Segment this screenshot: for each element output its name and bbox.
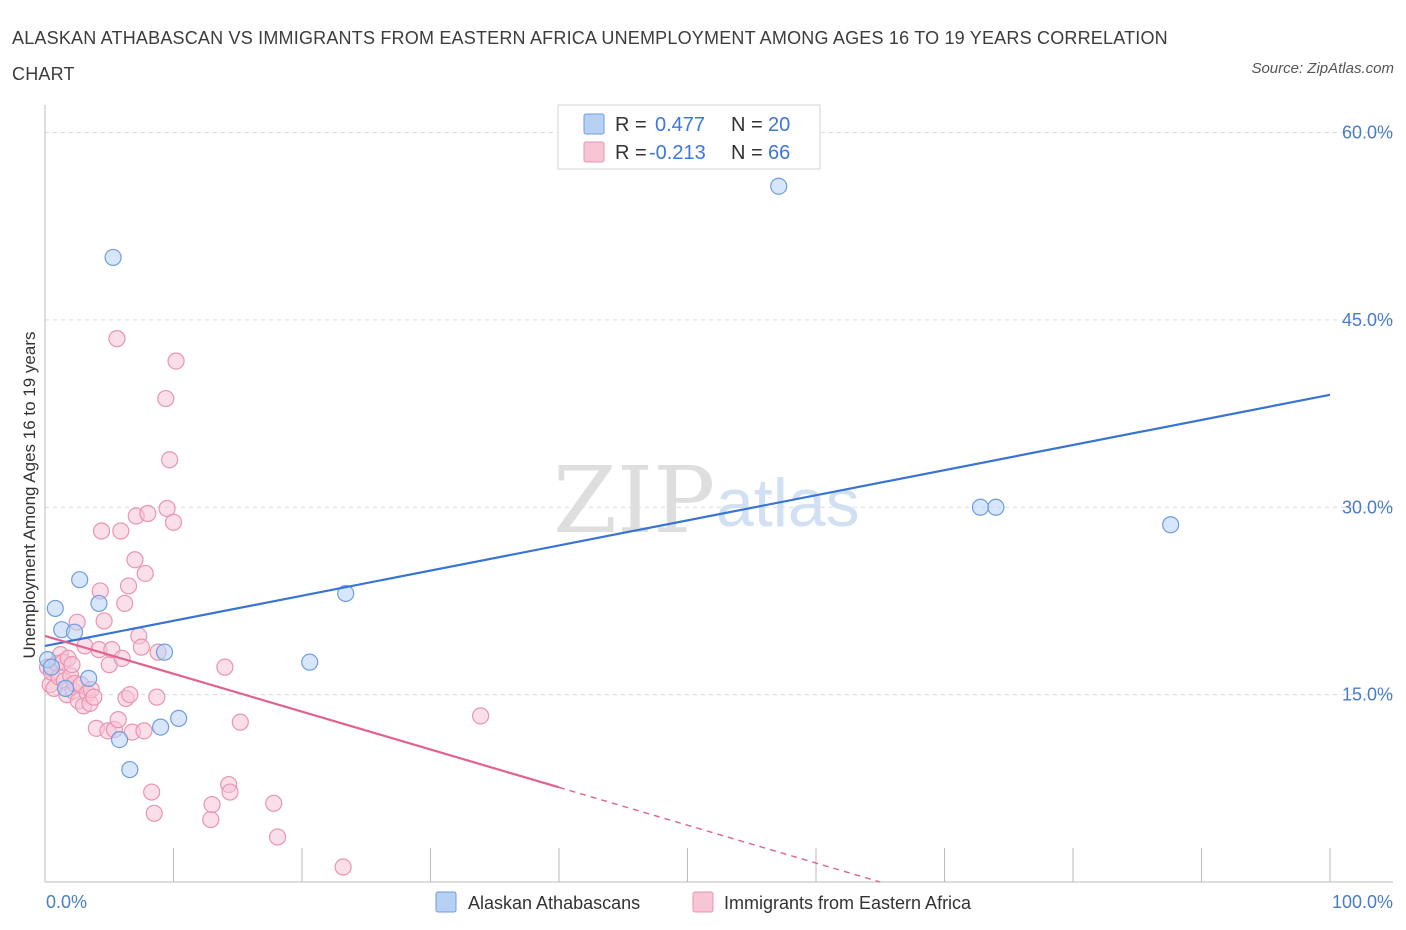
point-immigrants-eastern-africa bbox=[164, 513, 183, 531]
y-axis-title: Unemployment Among Ages 16 to 19 years bbox=[20, 332, 39, 659]
point-immigrants-eastern-africa bbox=[136, 564, 154, 583]
point-immigrants-eastern-africa bbox=[148, 688, 166, 706]
legend-series: Alaskan Athabascans Immigrants from East… bbox=[435, 891, 972, 913]
point-immigrants-eastern-africa bbox=[121, 686, 139, 704]
chart-title: ALASKAN ATHABASCAN VS IMMIGRANTS FROM EA… bbox=[12, 28, 1168, 84]
point-alaskan-athabascans bbox=[1162, 516, 1180, 534]
point-alaskan-athabascans bbox=[110, 730, 129, 749]
x-tick-max: 100.0% bbox=[1332, 892, 1393, 912]
point-immigrants-eastern-africa bbox=[95, 612, 113, 630]
watermark: ZIP atlas bbox=[553, 447, 860, 554]
trendline-alaskan-athabascans bbox=[44, 393, 1331, 647]
y-tick-label: 60.0% bbox=[1342, 123, 1393, 143]
point-immigrants-eastern-africa bbox=[116, 594, 134, 613]
legend-r-value-blue: 0.477 bbox=[655, 114, 705, 136]
point-immigrants-eastern-africa bbox=[221, 783, 239, 801]
point-immigrants-eastern-africa bbox=[85, 688, 103, 706]
point-immigrants-eastern-africa bbox=[109, 711, 127, 729]
point-immigrants-eastern-africa bbox=[63, 656, 81, 674]
point-immigrants-eastern-africa bbox=[126, 551, 144, 569]
point-alaskan-athabascans bbox=[104, 248, 122, 267]
point-immigrants-eastern-africa bbox=[132, 638, 150, 656]
point-alaskan-athabascans bbox=[337, 584, 355, 603]
point-immigrants-eastern-africa bbox=[334, 858, 352, 876]
point-immigrants-eastern-africa bbox=[139, 504, 157, 523]
y-tick-label: 30.0% bbox=[1342, 497, 1393, 517]
legend-r-value-pink: -0.213 bbox=[649, 142, 706, 164]
legend-n-value-pink: 66 bbox=[768, 142, 790, 164]
x-tick-min: 0.0% bbox=[46, 892, 87, 912]
point-immigrants-eastern-africa bbox=[167, 352, 185, 370]
point-immigrants-eastern-africa bbox=[161, 451, 179, 469]
watermark-zip: ZIP bbox=[553, 447, 715, 554]
trend-layer bbox=[44, 393, 1331, 883]
point-immigrants-eastern-africa bbox=[158, 499, 176, 518]
point-immigrants-eastern-africa bbox=[108, 330, 126, 348]
legend-r-label-pink: R = bbox=[615, 142, 647, 164]
legend-stats-swatch-blue bbox=[583, 113, 605, 135]
point-immigrants-eastern-africa bbox=[231, 713, 249, 731]
watermark-atlas: atlas bbox=[716, 465, 860, 541]
legend-label-alaskan-athabascans: Alaskan Athabascans bbox=[468, 893, 640, 913]
point-alaskan-athabascans bbox=[301, 653, 319, 671]
y-tick-label: 15.0% bbox=[1342, 685, 1393, 705]
point-alaskan-athabascans bbox=[80, 669, 98, 687]
source-label: Source: ZipAtlas.com bbox=[1251, 60, 1394, 77]
point-alaskan-athabascans bbox=[170, 709, 188, 727]
legend-n-label-pink: N = bbox=[731, 142, 763, 164]
point-immigrants-eastern-africa bbox=[92, 522, 111, 540]
point-immigrants-eastern-africa bbox=[135, 722, 153, 740]
legend-swatch-immigrants-eastern-africa bbox=[692, 891, 714, 913]
legend-label-immigrants-eastern-africa: Immigrants from Eastern Africa bbox=[724, 893, 972, 913]
legend-stats-swatch-pink bbox=[583, 141, 605, 163]
series-immigrants-eastern-africa bbox=[38, 330, 490, 876]
axis-layer: Unemployment Among Ages 16 to 19 years 0… bbox=[20, 332, 1393, 912]
series-alaskan-athabascans bbox=[38, 177, 1180, 779]
y-tick-layer: 15.0% 30.0% 45.0% 60.0% bbox=[1342, 123, 1393, 705]
legend-n-value-blue: 20 bbox=[768, 114, 790, 136]
point-immigrants-eastern-africa bbox=[145, 804, 163, 822]
trendline-immigrants-eastern-africa-extension bbox=[558, 786, 881, 883]
point-alaskan-athabascans bbox=[56, 679, 75, 697]
point-alaskan-athabascans bbox=[46, 599, 64, 618]
point-alaskan-athabascans bbox=[65, 623, 84, 641]
point-immigrants-eastern-africa bbox=[112, 522, 130, 540]
point-immigrants-eastern-africa bbox=[143, 783, 161, 801]
point-alaskan-athabascans bbox=[121, 760, 139, 779]
point-immigrants-eastern-africa bbox=[268, 828, 287, 846]
point-alaskan-athabascans bbox=[155, 643, 174, 661]
point-alaskan-athabascans bbox=[971, 498, 990, 516]
point-immigrants-eastern-africa bbox=[157, 389, 175, 408]
point-immigrants-eastern-africa bbox=[119, 577, 138, 595]
trendline-immigrants-eastern-africa bbox=[44, 634, 560, 789]
legend-n-label-blue: N = bbox=[731, 114, 763, 136]
legend-swatch-alaskan-athabascans bbox=[435, 891, 457, 913]
point-immigrants-eastern-africa bbox=[202, 810, 220, 829]
point-alaskan-athabascans bbox=[770, 177, 788, 195]
legend-stats: R = 0.477 N = 20 R = -0.213 N = 66 bbox=[557, 104, 821, 170]
point-immigrants-eastern-africa bbox=[265, 794, 283, 812]
point-alaskan-athabascans bbox=[71, 571, 89, 589]
point-alaskan-athabascans bbox=[42, 658, 61, 676]
point-alaskan-athabascans bbox=[90, 594, 108, 613]
legend-r-label-blue: R = bbox=[615, 114, 647, 136]
point-alaskan-athabascans bbox=[987, 498, 1005, 516]
point-alaskan-athabascans bbox=[152, 718, 170, 736]
point-immigrants-eastern-africa bbox=[216, 658, 234, 676]
point-immigrants-eastern-africa bbox=[203, 795, 221, 814]
y-tick-label: 45.0% bbox=[1342, 310, 1393, 330]
point-immigrants-eastern-africa bbox=[472, 707, 490, 725]
